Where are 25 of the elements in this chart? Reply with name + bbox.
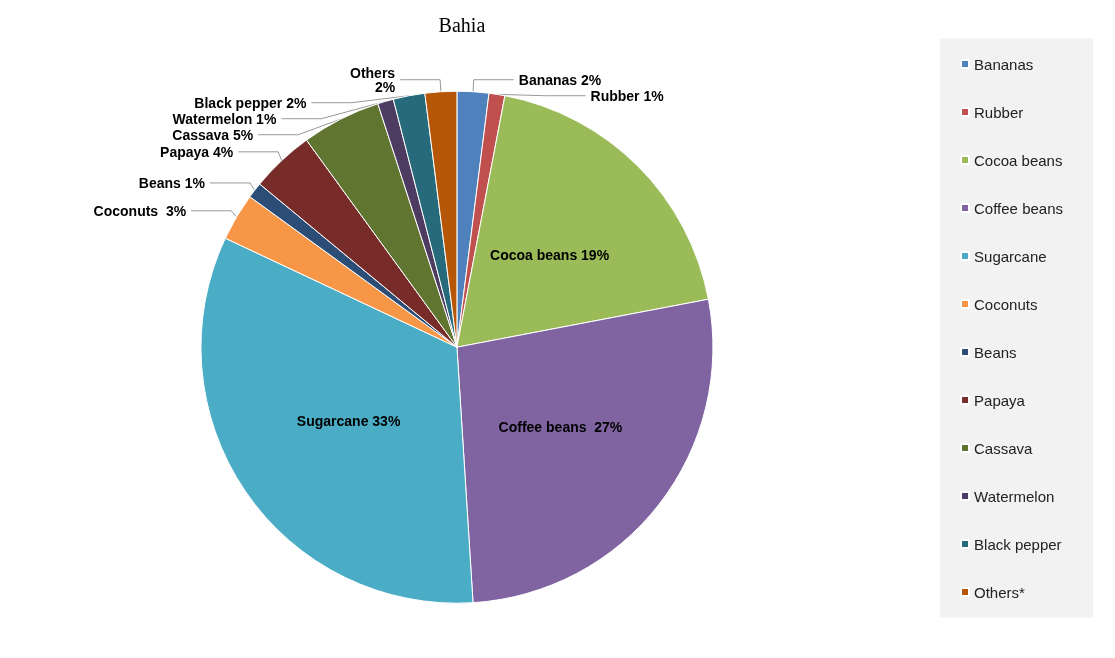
legend-label: Others* xyxy=(974,583,1026,601)
data-label: Papaya 4% xyxy=(160,143,234,160)
data-label: Black pepper 2% xyxy=(194,94,307,111)
legend-label: Coffee beans xyxy=(974,199,1064,217)
data-label: Watermelon 1% xyxy=(172,110,277,127)
legend-label: Papaya xyxy=(974,391,1026,409)
data-label: Cocoa beans 19% xyxy=(490,246,610,263)
legend-label: Cassava xyxy=(974,439,1034,457)
legend-label: Black pepper xyxy=(974,535,1062,553)
legend-label: Beans xyxy=(974,343,1017,361)
legend-label: Watermelon xyxy=(974,487,1055,505)
legend-label: Rubber xyxy=(974,103,1024,121)
data-label: Others 2% xyxy=(350,64,396,95)
legend-label: Cocoa beans xyxy=(974,151,1063,169)
data-label: Coconuts 3% xyxy=(93,202,187,219)
chart-title: Bahia xyxy=(438,14,486,36)
legend-label: Bananas xyxy=(974,55,1034,73)
data-label: Cassava 5% xyxy=(172,126,254,143)
data-label: Rubber 1% xyxy=(590,87,665,104)
data-label: Bananas 2% xyxy=(518,71,602,88)
legend-label: Coconuts xyxy=(974,295,1038,313)
data-label: Sugarcane 33% xyxy=(296,412,401,429)
data-label: Beans 1% xyxy=(138,174,206,191)
data-label: Coffee beans 27% xyxy=(498,419,623,436)
legend-label: Sugarcane xyxy=(974,247,1047,265)
